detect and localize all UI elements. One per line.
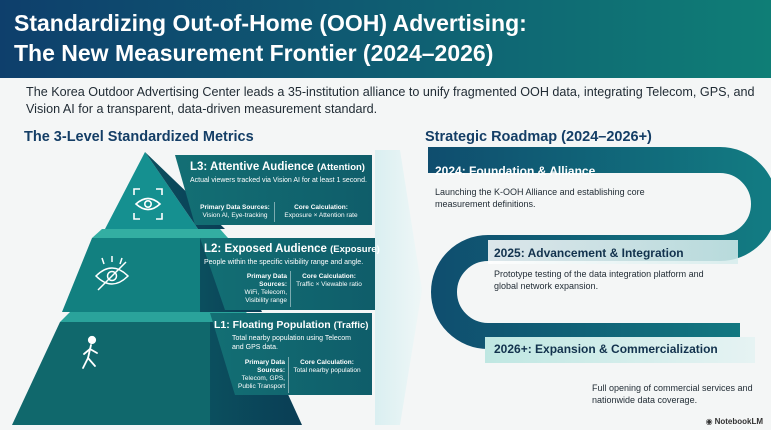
level-2-tag: (Exposure) [330, 244, 380, 255]
level-1-desc: Total nearby population using Telecom an… [232, 335, 351, 351]
level-2-sources-label: Primary Data Sources: [246, 273, 287, 288]
level-1-calc-label: Core Calculation: [300, 359, 354, 366]
level-2-grid: Primary Data Sources: WiFi, Telecom, Vis… [220, 271, 367, 307]
header-banner: Standardizing Out-of-Home (OOH) Advertis… [0, 0, 771, 78]
level-1-sources-label: Primary Data Sources: [244, 359, 285, 374]
brand-watermark: ◉ NotebookLM [706, 417, 763, 426]
flow-arrow [375, 150, 422, 425]
level-3-sources-value: Vision AI, Eye-tracking [202, 212, 268, 219]
level-1-calc-value: Total nearby population [293, 367, 361, 374]
card-l3 [175, 155, 372, 225]
level-3-heading: L3: Attentive Audience (Attention) [190, 161, 370, 173]
roadmap-step-2024-heading: 2024: Foundation & Alliance [435, 164, 596, 178]
pyramid-section-title: The 3-Level Standardized Metrics [24, 129, 254, 145]
notebook-logo-icon: ◉ [705, 417, 713, 426]
level-1-card: L1: Floating Population (Traffic) Total … [214, 319, 370, 352]
level-2-card: L2: Exposed Audience (Exposure) People w… [204, 243, 380, 267]
level-2-calc-label: Core Calculation: [302, 273, 356, 280]
brand-label: NotebookLM [714, 417, 763, 426]
level-1-tag: (Traffic) [333, 320, 369, 331]
card-l1 [210, 313, 372, 395]
level-1-title: L1: Floating Population [214, 319, 331, 331]
title-line-1: Standardizing Out-of-Home (OOH) Advertis… [14, 10, 527, 36]
roadmap-section-title: Strategic Roadmap (2024–2026+) [425, 129, 652, 145]
level-3-tag: (Attention) [316, 162, 365, 173]
roadmap-step-2026-heading: 2026+: Expansion & Commercialization [494, 342, 718, 356]
level-1-grid: Primary Data Sources: Telecom, GPS, Publ… [226, 357, 365, 393]
level-3-title: L3: Attentive Audience [190, 161, 314, 173]
level-3-desc: Actual viewers tracked via Vision AI for… [190, 177, 367, 184]
level-2-desc: People within the specific visibility ra… [204, 259, 364, 266]
level-2-calc: Core Calculation: Traffic × Viewable rat… [290, 271, 367, 307]
page-title: Standardizing Out-of-Home (OOH) Advertis… [14, 8, 754, 68]
level-3-grid: Primary Data Sources: Vision AI, Eye-tra… [196, 202, 367, 222]
roadmap-step-2025-heading: 2025: Advancement & Integration [494, 246, 684, 260]
level-1-sources: Primary Data Sources: Telecom, GPS, Publ… [226, 357, 288, 393]
step-band-2026 [485, 337, 755, 363]
level-3-card: L3: Attentive Audience (Attention) Actua… [190, 161, 370, 185]
level-1-calc: Core Calculation: Total nearby populatio… [288, 357, 365, 393]
level-3-calc-label: Core Calculation: [294, 204, 348, 211]
eye-icon [94, 256, 130, 291]
level-2-heading: L2: Exposed Audience (Exposure) [204, 243, 380, 255]
level-3-calc-value: Exposure × Attention rate [284, 212, 358, 219]
eye-target-icon [133, 188, 163, 220]
roadmap-step-2026-desc: Full opening of commercial services and … [592, 383, 753, 405]
level-3-sources: Primary Data Sources: Vision AI, Eye-tra… [196, 202, 274, 222]
level-3-sources-label: Primary Data Sources: [200, 204, 270, 211]
level-2-sources: Primary Data Sources: WiFi, Telecom, Vis… [220, 271, 290, 307]
level-2-sources-value: WiFi, Telecom, Visibility range [244, 289, 288, 304]
intro-text: The Korea Outdoor Advertising Center lea… [26, 85, 755, 116]
level-2-title: L2: Exposed Audience [204, 243, 327, 255]
card-l2 [200, 238, 375, 310]
walking-person-icon [82, 335, 98, 369]
level-3-calc: Core Calculation: Exposure × Attention r… [274, 202, 367, 222]
level-1-sources-value: Telecom, GPS, Public Transport [238, 375, 285, 390]
level-2-calc-value: Traffic × Viewable ratio [296, 281, 362, 288]
title-line-2: The New Measurement Frontier (2024–2026) [14, 40, 494, 66]
roadmap-step-2024-desc: Launching the K-OOH Alliance and establi… [435, 187, 645, 209]
level-1-heading: L1: Floating Population (Traffic) [214, 319, 370, 331]
step-band-2025 [488, 240, 738, 264]
roadmap-step-2025-desc: Prototype testing of the data integratio… [494, 269, 704, 291]
